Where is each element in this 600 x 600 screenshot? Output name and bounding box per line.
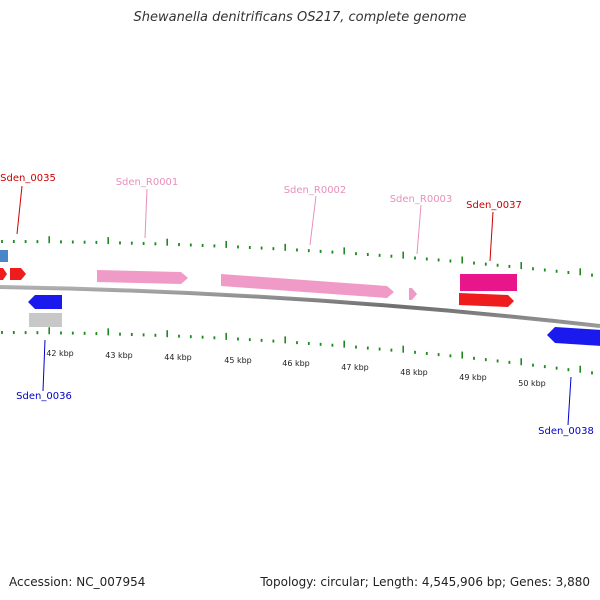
gene-label[interactable]: Sden_R0002 xyxy=(284,185,347,196)
gene-arrow[interactable] xyxy=(459,293,514,307)
leader-line xyxy=(416,204,422,255)
scale-label: 48 kbp xyxy=(400,368,428,377)
leader-line xyxy=(16,185,23,235)
gene-label[interactable]: Sden_0035 xyxy=(0,173,56,184)
gene-sden-0036[interactable] xyxy=(28,295,62,309)
leader-line xyxy=(144,188,148,239)
genome-summary-label: Topology: circular; Length: 4,545,906 bp… xyxy=(260,575,590,589)
scale-labels: 42 kbp 43 kbp 44 kbp 45 kbp 46 kbp 47 kb… xyxy=(46,349,546,388)
leader-line xyxy=(42,339,46,392)
scale-label: 49 kbp xyxy=(459,373,487,382)
scale-label: 45 kbp xyxy=(224,356,252,365)
gene-label[interactable]: Sden_R0001 xyxy=(116,177,179,188)
label-leaders xyxy=(16,185,572,426)
tick-marks-inner xyxy=(1,327,593,375)
scale-label: 43 kbp xyxy=(105,351,133,360)
gene-label[interactable]: Sden_0038 xyxy=(538,426,594,437)
accession-label: Accession: NC_007954 xyxy=(9,575,146,589)
gene-arrow[interactable] xyxy=(10,268,26,280)
gene-sden-r0003[interactable] xyxy=(409,288,417,300)
gene-label[interactable]: Sden_R0003 xyxy=(390,194,453,205)
genome-backbone xyxy=(0,285,600,328)
scale-label: 44 kbp xyxy=(164,353,192,362)
scale-label: 46 kbp xyxy=(282,359,310,368)
scale-label: 42 kbp xyxy=(46,349,74,358)
tick-marks-outer xyxy=(1,236,593,277)
leader-line xyxy=(489,211,494,262)
gene-label[interactable]: Sden_0037 xyxy=(466,200,522,211)
gene-sden-0038[interactable] xyxy=(547,327,600,346)
gene-arrow[interactable] xyxy=(0,268,7,280)
leader-line xyxy=(567,376,572,426)
gene-labels: Sden_0035 Sden_R0001 Sden_R0002 Sden_R00… xyxy=(0,173,594,437)
gene-sden-r0002[interactable] xyxy=(221,274,394,298)
scale-label: 50 kbp xyxy=(518,379,546,388)
gene-features-reverse xyxy=(0,250,600,346)
gene-sden-0037[interactable] xyxy=(460,274,517,291)
leader-line xyxy=(309,195,317,246)
gene-label[interactable]: Sden_0036 xyxy=(16,391,72,402)
gene-features-forward xyxy=(0,268,517,307)
gene-feature[interactable] xyxy=(0,250,8,262)
gene-feature[interactable] xyxy=(29,313,62,327)
genome-title: Shewanella denitrificans OS217, complete… xyxy=(133,10,467,25)
scale-label: 47 kbp xyxy=(341,363,369,372)
gene-sden-r0001[interactable] xyxy=(97,270,188,284)
